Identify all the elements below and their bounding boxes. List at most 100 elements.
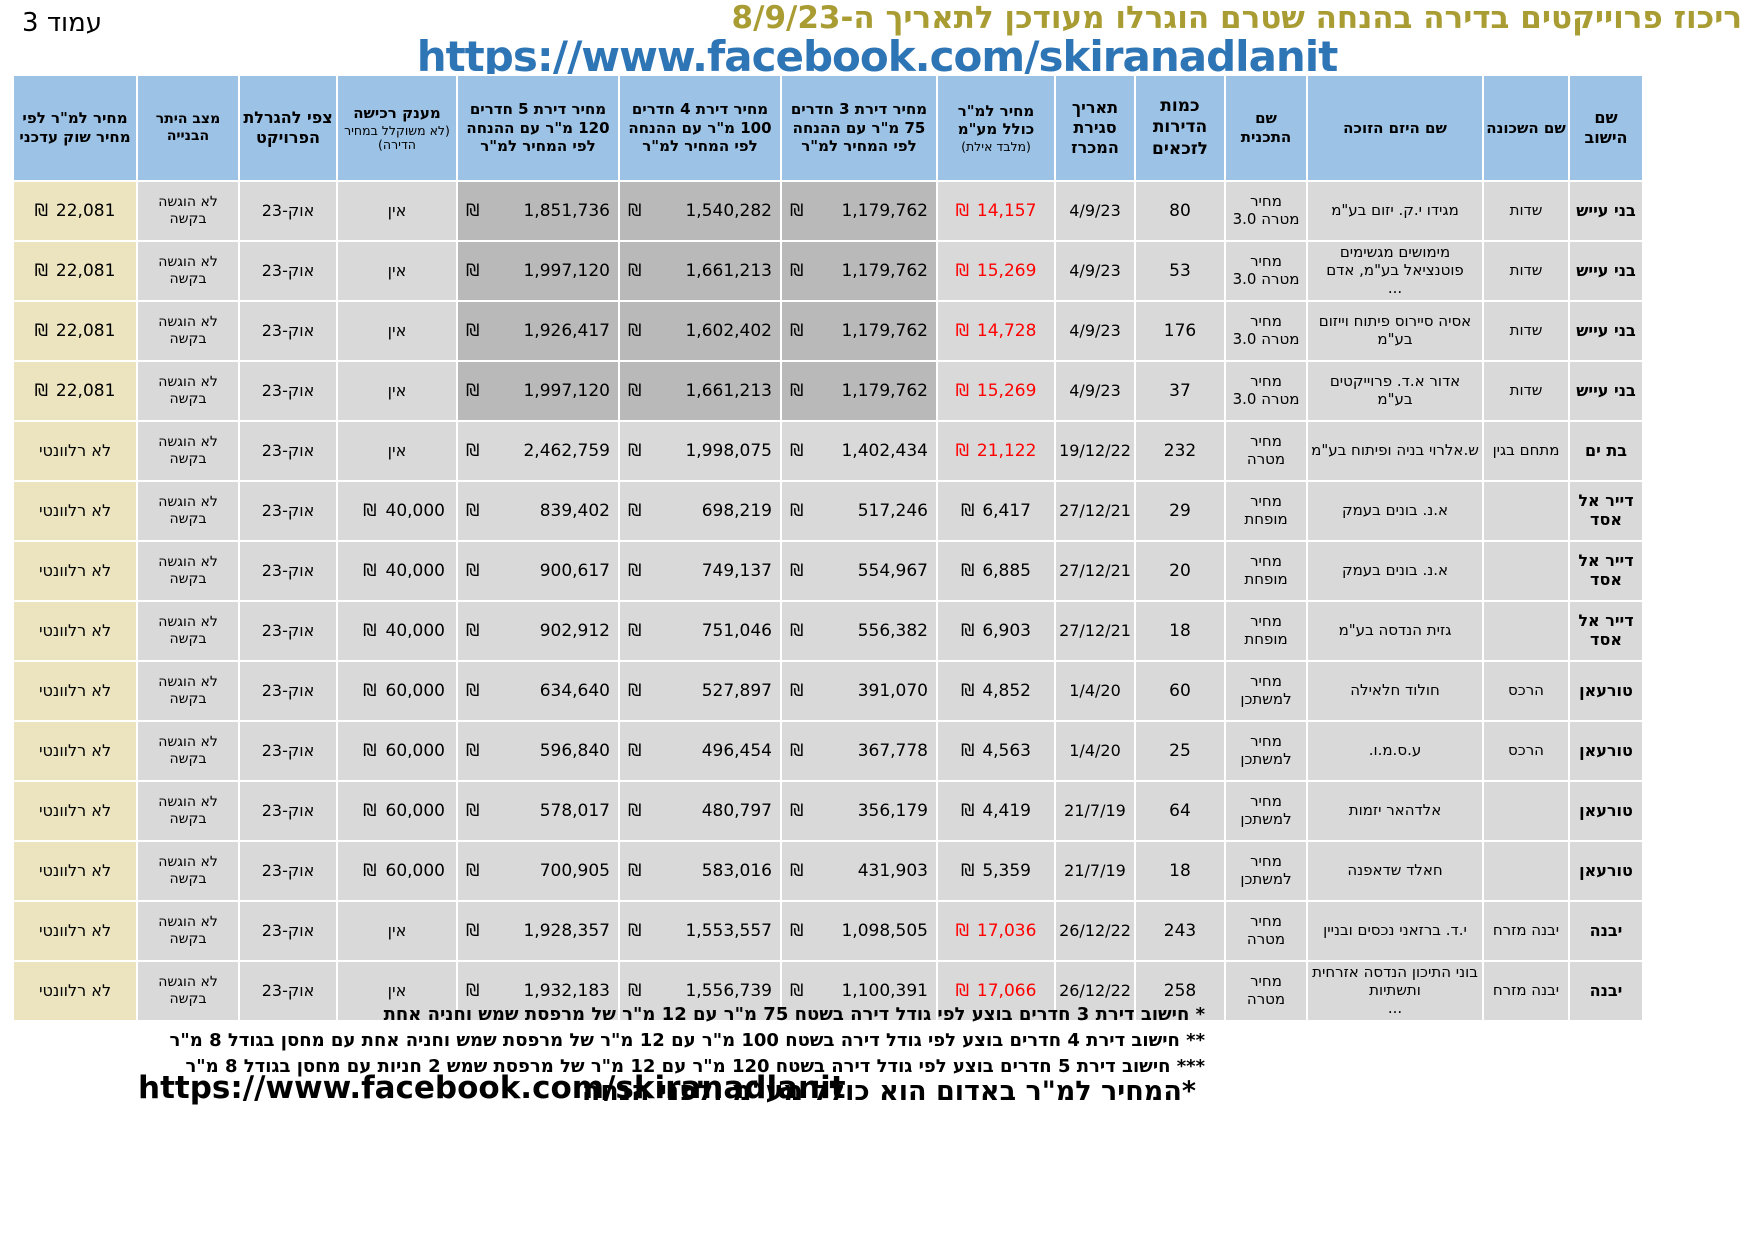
cell-dev: ע.ס.מ.ו. [1306, 720, 1484, 782]
header-qty: כמות הדירות לזכאים [1134, 74, 1226, 182]
shekel-symbol: ₪ [466, 921, 480, 941]
amount: 1,998,075 [685, 441, 772, 461]
header-label: שם היזם הזוכה [1343, 118, 1447, 137]
header-city: שם הישוב [1568, 74, 1644, 182]
cell-text: אוק-23 [261, 321, 315, 340]
cell-sqm: ₪ 15,269 [936, 360, 1056, 422]
money-value: ₪ 749,137 [623, 561, 777, 581]
shekel-symbol: ₪ [466, 561, 480, 581]
cell-date: 21/7/19 [1054, 780, 1136, 842]
amount: 367,778 [857, 741, 928, 761]
cell-r4: ₪ 698,219 [618, 480, 782, 542]
money-value: ₪ 496,454 [623, 741, 777, 761]
amount: 1,926,417 [523, 321, 610, 341]
money-value: ₪ 15,269 [941, 261, 1051, 281]
cell-plan: מחיר מטרה 3.0 [1224, 360, 1308, 422]
cell-city: טורעאן [1568, 660, 1644, 722]
cell-text: מחיר מטרה [1246, 913, 1286, 948]
table-row: דייר אל אסד א.נ. בונים בעמק מחיר מופחת 29 27… [12, 480, 1644, 542]
cell-r3: ₪ 1,179,762 [780, 180, 938, 242]
money-value: ₪ 22,081 [17, 321, 133, 341]
shekel-symbol: ₪ [960, 621, 975, 641]
shekel-symbol: ₪ [628, 441, 642, 461]
amount: 554,967 [857, 561, 928, 581]
money-value: ₪ 6,417 [941, 501, 1051, 521]
money-value: ₪ 356,179 [785, 801, 933, 821]
header-label: תאריך סגירת המכרז [1071, 98, 1119, 157]
table-row: יבנה יבנה מזרח בוני התיכון הנדסה אזרחית ות… [12, 960, 1644, 1022]
cell-grant: ₪ 60,000 [336, 720, 458, 782]
cell-r4: ₪ 1,661,213 [618, 240, 782, 302]
cell-sqm: ₪ 6,903 [936, 600, 1056, 662]
cell-city: דייר אל אסד [1568, 600, 1644, 662]
money-value: ₪ 40,000 [341, 621, 453, 641]
money-value: ₪ 21,122 [941, 441, 1051, 461]
cell-qty: 60 [1134, 660, 1226, 722]
cell-hood: הרכס [1482, 660, 1570, 722]
amount: 1,997,120 [523, 261, 610, 281]
cell-sqm: ₪ 6,885 [936, 540, 1056, 602]
cell-hood [1482, 540, 1570, 602]
money-value: ₪ 634,640 [461, 681, 615, 701]
cell-text: לא הוגשה בקשה [158, 314, 218, 347]
cell-text: בוני התיכון הנדסה אזרחית ותשתיות ... [1312, 964, 1478, 1017]
cell-text: בני עייש [1576, 381, 1636, 400]
cell-sqm: ₪ 4,563 [936, 720, 1056, 782]
amount: 839,402 [539, 501, 610, 521]
cell-sqm: ₪ 5,359 [936, 840, 1056, 902]
cell-market: ₪ 22,081 [12, 180, 138, 242]
cell-market: לא רלוונטי [12, 420, 138, 482]
cell-plan: מחיר מטרה 3.0 [1224, 240, 1308, 302]
cell-grant: אין [336, 960, 458, 1022]
shekel-symbol: ₪ [363, 681, 377, 701]
amount: 556,382 [857, 621, 928, 641]
cell-text: יבנה [1589, 981, 1623, 1000]
amount: 14,728 [976, 321, 1037, 341]
amount: 698,219 [701, 501, 772, 521]
cell-text: לא רלוונטי [38, 861, 112, 880]
money-value: ₪ 60,000 [341, 861, 453, 881]
shekel-symbol: ₪ [628, 201, 642, 221]
money-value: ₪ 1,661,213 [623, 261, 777, 281]
shekel-symbol: ₪ [628, 321, 642, 341]
cell-r4: ₪ 583,016 [618, 840, 782, 902]
facebook-link-bottom[interactable]: https://www.facebook.com/skiranadlanit [138, 1070, 846, 1106]
money-value: ₪ 4,563 [941, 741, 1051, 761]
cell-grant: ₪ 60,000 [336, 780, 458, 842]
amount: 1,179,762 [841, 321, 928, 341]
facebook-link-top[interactable]: https://www.facebook.com/skiranadlanit [416, 32, 1339, 81]
footnote-4-rooms: ** חישוב דירת 4 חדרים בוצע לפי גודל דירה… [169, 1030, 1205, 1052]
money-value: ₪ 1,553,557 [623, 921, 777, 941]
cell-plan: מחיר מופחת [1224, 480, 1308, 542]
cell-text: בני עייש [1576, 201, 1636, 220]
cell-r4: ₪ 751,046 [618, 600, 782, 662]
shekel-symbol: ₪ [960, 681, 975, 701]
shekel-symbol: ₪ [790, 921, 804, 941]
cell-city: דייר אל אסד [1568, 540, 1644, 602]
cell-text: 4/9/23 [1069, 201, 1121, 220]
shekel-symbol: ₪ [34, 201, 48, 221]
cell-text: גזית הנדסה בע"מ [1338, 622, 1452, 640]
table-row: יבנה יבנה מזרח י.ד. ברזאני נכסים ובניין מחי… [12, 900, 1644, 962]
cell-text: מחיר למשתכן [1240, 733, 1292, 768]
amount: 60,000 [385, 741, 445, 761]
cell-text: 19/12/22 [1059, 441, 1131, 460]
shekel-symbol: ₪ [790, 801, 804, 821]
amount: 700,905 [539, 861, 610, 881]
cell-text: טורעאן [1579, 681, 1633, 700]
cell-lottery: אוק-23 [238, 900, 338, 962]
cell-lottery: אוק-23 [238, 180, 338, 242]
cell-text: 53 [1169, 260, 1191, 281]
cell-hood [1482, 780, 1570, 842]
amount: 1,402,434 [841, 441, 928, 461]
amount: 1,553,557 [685, 921, 772, 941]
cell-lottery: אוק-23 [238, 960, 338, 1022]
footnote-3-rooms: * חישוב דירת 3 חדרים בוצע לפי גודל דירה … [383, 1004, 1205, 1025]
header-date: תאריך סגירת המכרז [1054, 74, 1136, 182]
cell-qty: 18 [1134, 600, 1226, 662]
money-value: ₪ 1,098,505 [785, 921, 933, 941]
cell-permit: לא הוגשה בקשה [136, 780, 240, 842]
page-title: ריכוז פרוייקטים בדירה בהנחה שטרם הוגרלו … [731, 0, 1742, 36]
header-label: צפי להגרלת הפרויקט [243, 108, 333, 147]
amount: 6,885 [982, 561, 1031, 581]
